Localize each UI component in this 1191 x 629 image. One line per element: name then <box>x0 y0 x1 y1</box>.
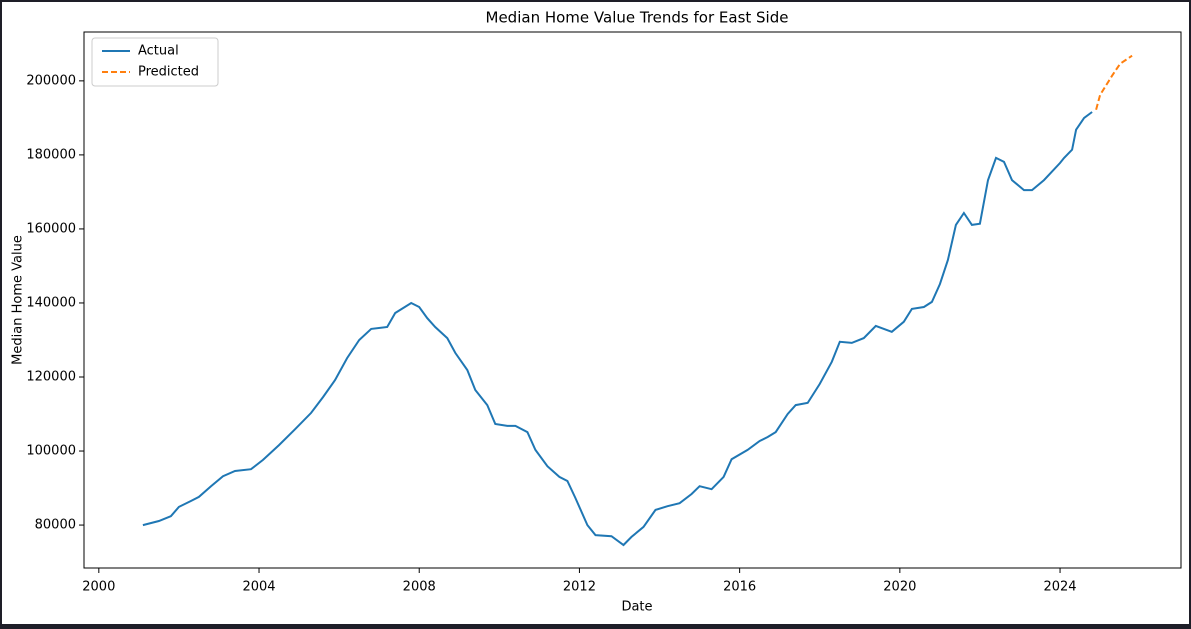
legend-label: Actual <box>138 44 179 59</box>
plot-frame <box>83 31 1182 569</box>
x-tick-label: 2000 <box>82 580 115 595</box>
y-tick-label: 100000 <box>26 444 76 459</box>
x-tick-label: 2024 <box>1043 580 1076 595</box>
x-tick-label: 2020 <box>883 580 916 595</box>
y-tick-label: 120000 <box>26 369 76 384</box>
x-tick-label: 2008 <box>403 580 436 595</box>
line-series <box>142 111 1093 547</box>
legend-label: Predicted <box>138 65 199 80</box>
x-axis-label: Date <box>621 600 652 615</box>
y-tick-label: 160000 <box>26 221 76 236</box>
y-tick-label: 80000 <box>35 518 76 533</box>
y-tick-label: 180000 <box>26 147 76 162</box>
x-tick-label: 2004 <box>242 580 275 595</box>
y-tick-label: 200000 <box>26 73 76 88</box>
x-tick-label: 2016 <box>723 580 756 595</box>
line-series <box>1095 54 1133 110</box>
x-tick-label: 2012 <box>563 580 596 595</box>
y-tick-label: 140000 <box>26 295 76 310</box>
chart-title: Median Home Value Trends for East Side <box>486 9 789 27</box>
y-axis-label: Median Home Value <box>11 235 26 365</box>
